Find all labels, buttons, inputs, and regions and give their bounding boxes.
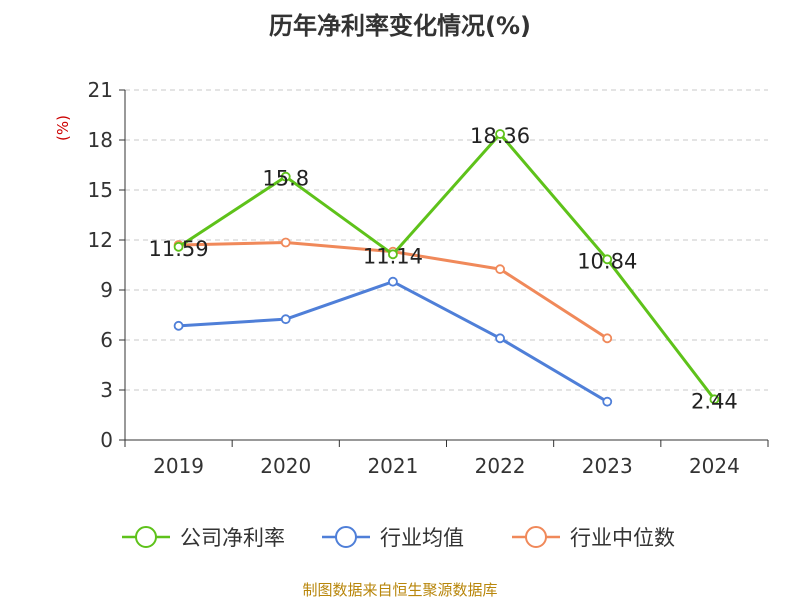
- data-label: 2.44: [691, 389, 738, 413]
- x-axis-ticks: 2019 2020 2021 2022 2023 2024: [124, 440, 769, 478]
- x-tick-label: 2022: [475, 454, 526, 478]
- legend-item-0: 公司净利率: [122, 526, 285, 550]
- data-point: [602, 333, 613, 344]
- legend-item-2: 行业中位数: [512, 526, 675, 550]
- x-tick-label: 2019: [153, 454, 204, 478]
- data-point: [280, 314, 291, 325]
- data-point: [388, 276, 398, 287]
- y-axis-unit-label: (%): [54, 115, 72, 141]
- legend-marker: [335, 526, 357, 548]
- gridlines: [125, 89, 768, 391]
- data-point: [602, 396, 613, 407]
- legend: 公司净利率 行业均值 行业中位数: [122, 526, 675, 550]
- data-point: [388, 249, 398, 260]
- data-label: 11.14: [363, 244, 423, 268]
- legend-label: 公司净利率: [180, 526, 285, 550]
- y-tick-label: 3: [100, 378, 113, 402]
- data-point: [280, 237, 291, 248]
- x-tick-label: 2020: [260, 454, 311, 478]
- data-point: [709, 394, 720, 405]
- series-line: [177, 132, 716, 401]
- data-point: [495, 129, 505, 139]
- data-point: [280, 171, 291, 182]
- data-point: [495, 264, 505, 275]
- x-tick-label: 2023: [582, 454, 633, 478]
- y-tick-label: 18: [88, 128, 113, 152]
- data-point: [495, 333, 505, 344]
- data-label: 11.59: [149, 237, 209, 261]
- legend-label: 行业均值: [380, 526, 464, 550]
- legend-label: 行业中位数: [570, 526, 675, 550]
- y-tick-label: 21: [88, 78, 113, 102]
- y-tick-label: 15: [88, 178, 113, 202]
- legend-marker: [525, 526, 547, 548]
- legend-item-1: 行业均值: [322, 526, 464, 550]
- series-0: [173, 129, 720, 405]
- source-note: 制图数据来自恒生聚源数据库: [302, 581, 497, 599]
- y-tick-label: 0: [100, 428, 113, 452]
- data-label: 18.36: [470, 124, 530, 148]
- data-point: [602, 254, 613, 265]
- series-1: [173, 276, 613, 407]
- data-point: [173, 320, 184, 331]
- x-tick-label: 2021: [367, 454, 418, 478]
- y-tick-label: 6: [100, 328, 113, 352]
- data-labels: 11.59 15.8 11.14 18.36 10.84 2.44: [149, 124, 738, 413]
- y-axis-ticks: 0 3 6 9 12 15 18 21: [88, 78, 125, 452]
- series-line: [178, 280, 609, 403]
- y-tick-label: 9: [100, 278, 113, 302]
- legend-marker: [135, 526, 157, 548]
- axes: [124, 90, 768, 441]
- x-tick-label: 2024: [689, 454, 740, 478]
- data-label: 10.84: [577, 249, 637, 273]
- series-layer: [173, 129, 720, 407]
- y-tick-label: 12: [88, 228, 113, 252]
- chart-title: 历年净利率变化情况(%): [269, 12, 531, 40]
- data-point: [173, 241, 184, 252]
- data-label: 15.8: [262, 167, 309, 191]
